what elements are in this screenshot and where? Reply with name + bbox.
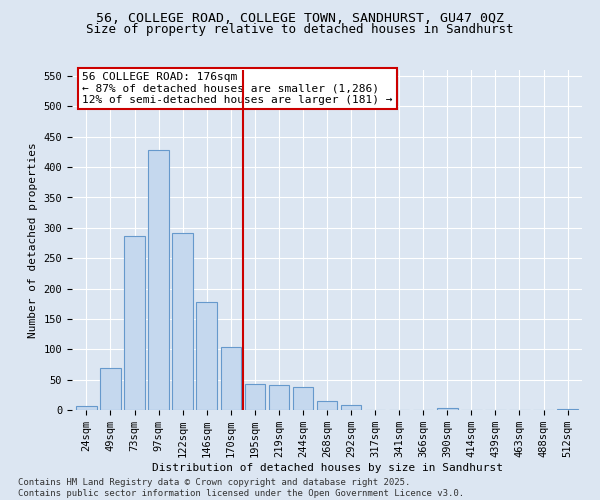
Bar: [293, 387, 313, 410]
Bar: [557, 409, 578, 410]
Bar: [437, 408, 458, 410]
Bar: [172, 234, 193, 410]
Bar: [245, 384, 265, 410]
Text: Contains HM Land Registry data © Crown copyright and database right 2025.
Contai: Contains HM Land Registry data © Crown c…: [18, 478, 464, 498]
Bar: [148, 150, 169, 410]
Text: 56, COLLEGE ROAD, COLLEGE TOWN, SANDHURST, GU47 0QZ: 56, COLLEGE ROAD, COLLEGE TOWN, SANDHURS…: [96, 12, 504, 26]
X-axis label: Distribution of detached houses by size in Sandhurst: Distribution of detached houses by size …: [151, 463, 503, 473]
Bar: [269, 384, 289, 410]
Text: Size of property relative to detached houses in Sandhurst: Size of property relative to detached ho…: [86, 22, 514, 36]
Bar: [124, 236, 145, 410]
Y-axis label: Number of detached properties: Number of detached properties: [28, 142, 38, 338]
Bar: [221, 347, 241, 410]
Text: 56 COLLEGE ROAD: 176sqm
← 87% of detached houses are smaller (1,286)
12% of semi: 56 COLLEGE ROAD: 176sqm ← 87% of detache…: [82, 72, 392, 105]
Bar: [76, 406, 97, 410]
Bar: [196, 302, 217, 410]
Bar: [341, 405, 361, 410]
Bar: [100, 368, 121, 410]
Bar: [317, 401, 337, 410]
